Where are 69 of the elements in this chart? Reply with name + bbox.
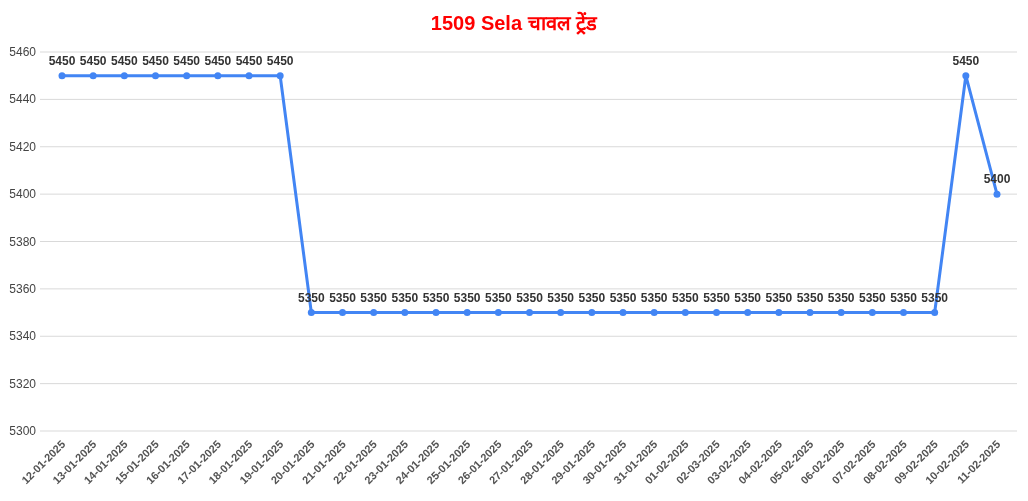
data-label: 5350 [765,290,793,305]
point [58,72,66,80]
y-tick-label: 5380 [9,234,37,249]
data-label: 5350 [547,290,575,305]
y-tick-label: 5460 [9,45,37,59]
point [837,309,845,317]
point [245,72,253,80]
data-label: 5350 [734,290,762,305]
point [339,309,346,317]
data-label: 5350 [671,290,699,305]
data-label: 5350 [890,290,918,305]
data-label: 5350 [360,290,388,305]
point [650,309,658,317]
point [868,309,876,317]
point [557,309,565,317]
data-label: 5450 [142,53,170,68]
point [588,309,596,317]
point [152,72,159,80]
data-label: 5350 [703,290,731,305]
data-label: 5350 [796,290,824,305]
data-label: 5450 [79,53,107,68]
data-label: 5350 [484,290,512,305]
point [214,72,222,80]
point [526,309,533,317]
data-label: 5350 [453,290,481,305]
point [962,72,970,80]
point [307,309,315,317]
data-label: 5350 [640,290,668,305]
point [775,309,783,317]
data-label: 5450 [952,53,980,68]
data-label: 5350 [422,290,450,305]
y-tick-label: 5320 [9,376,37,391]
data-label: 5350 [391,290,419,305]
point [993,190,1001,198]
y-tick-label: 5360 [9,281,37,296]
point [931,309,939,317]
point [89,72,97,80]
point [370,309,378,317]
chart-title: 1509 Sela चावल ट्रेंड [430,11,599,35]
data-label: 5350 [329,290,357,305]
point [276,72,284,80]
point [401,309,409,317]
data-label: 5350 [858,290,886,305]
y-tick-label: 5420 [9,139,37,154]
point [806,309,814,317]
point [900,309,907,317]
point [463,309,471,317]
data-label: 5450 [266,53,294,68]
data-label: 5450 [48,53,76,68]
data-label: 5350 [578,290,606,305]
point [120,72,128,80]
point [713,309,720,317]
data-label: 5350 [827,290,855,305]
data-label: 5450 [110,53,138,68]
data-label: 5450 [173,53,201,68]
data-label: 5450 [235,53,263,68]
point [681,309,689,317]
point [619,309,627,317]
point [183,72,191,80]
point [432,309,440,317]
y-tick-label: 5440 [9,92,37,107]
data-label: 5450 [204,53,232,68]
data-label: 5350 [609,290,637,305]
y-tick-label: 5400 [9,187,37,202]
y-tick-label: 5300 [9,424,37,438]
data-label: 5350 [516,290,544,305]
point [494,309,502,317]
y-tick-label: 5340 [9,329,37,344]
point [744,309,752,317]
